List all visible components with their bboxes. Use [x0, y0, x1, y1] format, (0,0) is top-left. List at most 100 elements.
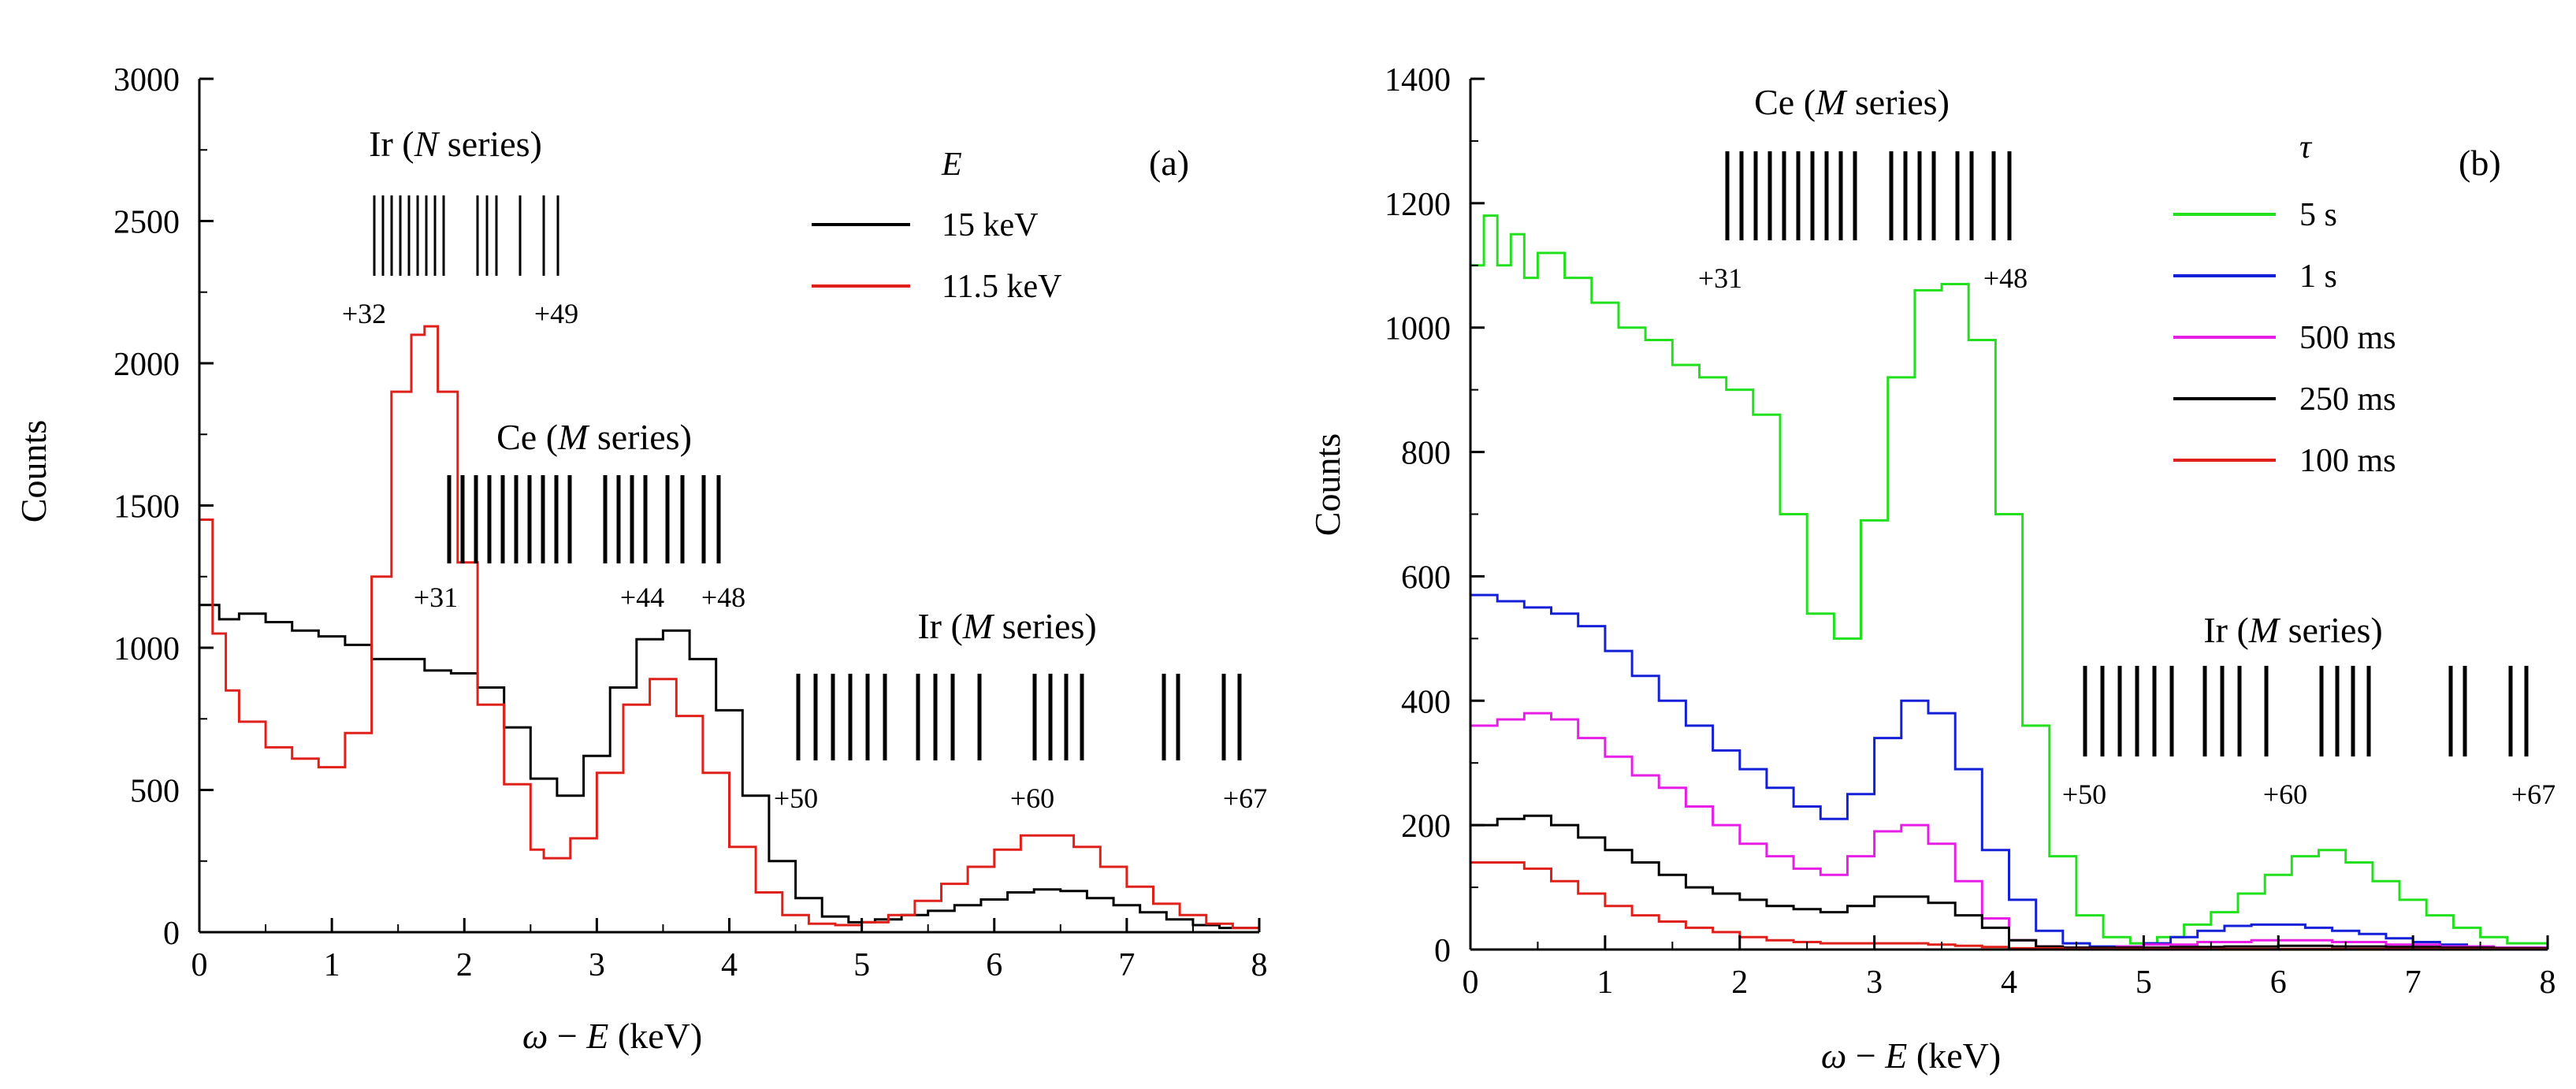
- annot-b-ce-m-italic: M: [1815, 82, 1848, 122]
- xlabel-b-e: E: [1884, 1035, 1907, 1076]
- annot-a-ir-n-ticks: [374, 195, 558, 276]
- xlabel-b-unit: (keV): [1907, 1035, 2001, 1076]
- annot-a-ir-n-end: +49: [534, 298, 578, 329]
- annot-b-ce-m-part1: Ce (: [1754, 82, 1816, 122]
- y-tick-label-a: 1500: [113, 489, 180, 526]
- y-tick-label-a: 1000: [113, 631, 180, 667]
- xlabel-b-minus: −: [1846, 1035, 1885, 1076]
- x-tick-label-a: 1: [324, 947, 340, 983]
- annot-b-ir-m-end: +67: [2511, 779, 2556, 810]
- annot-a-ce-m-italic: M: [557, 417, 590, 457]
- legend-b-label-5s: 5 s: [2299, 197, 2337, 233]
- annot-a-ir-n-italic: N: [414, 124, 440, 164]
- annot-a-ir-n-part2: series): [438, 124, 542, 164]
- panel-a: 0 1 2 3 4 5 6 7 8 0 500 1000 1500 2000 2500 3000 Counts…: [13, 62, 1268, 1056]
- legend-b-label-500ms: 500 ms: [2299, 320, 2396, 356]
- legend-b-label-100ms: 100 ms: [2299, 443, 2396, 479]
- xlabel-b: ω − E (keV): [1821, 1035, 2001, 1076]
- x-tick-label-b: 1: [1597, 964, 1613, 1001]
- x-tick-label-b: 3: [1866, 964, 1883, 1001]
- annot-b-ce-m-title: Ce (M series): [1754, 82, 1950, 122]
- xlabel-a-unit: (keV): [608, 1016, 702, 1056]
- legend-b-label-250ms: 250 ms: [2299, 381, 2396, 418]
- plot-area-a: 0 1 2 3 4 5 6 7 8 0 500 1000 1500 2000 2500 3000: [113, 62, 1268, 983]
- y-tick-label-b: 0: [1434, 933, 1451, 969]
- y-tick-label-a: 2000: [113, 347, 180, 383]
- x-tick-label-b: 4: [2001, 964, 2017, 1001]
- annot-a-ce-m-ticks: [449, 475, 719, 563]
- panel-label-b: (b): [2459, 143, 2501, 183]
- annot-b-ir-m-start: +50: [2062, 779, 2106, 810]
- x-tick-label-a: 7: [1118, 947, 1135, 983]
- annot-a-ir-n-start: +32: [342, 298, 386, 329]
- annot-b-ce-m-part2: series): [1846, 82, 1950, 122]
- x-tick-label-a: 8: [1251, 947, 1268, 983]
- annot-a-ir-m-title: Ir (M series): [917, 606, 1096, 646]
- annot-a-ir-n-part1: Ir (: [369, 124, 414, 164]
- y-tick-label-a: 500: [130, 774, 180, 810]
- legend-a-label-11kev: 11.5 keV: [942, 269, 1061, 305]
- annot-a-ir-m-part2: series): [993, 606, 1097, 646]
- x-tick-label-a: 4: [721, 947, 738, 983]
- annot-a-ir-m-italic: M: [962, 606, 995, 646]
- annot-a-ir-m-mid: +60: [1010, 782, 1054, 814]
- figure: 0 1 2 3 4 5 6 7 8050010001500200025003000 Counts…: [0, 0, 2576, 1089]
- annot-a-ce-m-end: +48: [701, 582, 745, 613]
- y-tick-label-a: 3000: [113, 62, 180, 98]
- x-tick-label-b: 8: [2540, 964, 2556, 1001]
- panel-b: 0 1 2 3 4 5 6 7 8 0 200 400 600 800 1000 1200 1400 Count…: [1307, 62, 2556, 1076]
- y-tick-label-b: 800: [1401, 436, 1451, 472]
- xlabel-b-omega: ω: [1821, 1035, 1846, 1076]
- x-tick-label-a: 6: [986, 947, 1002, 983]
- y-tick-label-b: 1200: [1385, 187, 1451, 223]
- annot-b-ir-m-ticks: [2085, 666, 2526, 756]
- y-tick-label-a: 2500: [113, 205, 180, 241]
- legend-b: τ 5 s 1 s 500 ms 250 ms 100 ms: [2173, 129, 2396, 479]
- legend-a-title: E: [941, 147, 962, 183]
- y-tick-label-b: 1400: [1385, 62, 1451, 98]
- annot-a-ce-m-part1: Ce (: [496, 417, 558, 457]
- panel-label-a: (a): [1149, 143, 1189, 183]
- y-tick-label-b: 200: [1401, 808, 1451, 845]
- annot-b-ir-m-title: Ir (M series): [2203, 610, 2382, 650]
- xlabel-a-minus: −: [548, 1016, 586, 1056]
- annot-a-ir-m-end: +67: [1223, 782, 1267, 814]
- annot-a-ir-m-ticks: [798, 674, 1240, 760]
- x-tick-label-a: 0: [191, 947, 208, 983]
- annot-a-ir-m-start: +50: [774, 782, 818, 814]
- annot-b-ir-m-part1: Ir (: [2203, 610, 2248, 650]
- x-tick-label-b: 5: [2136, 964, 2152, 1001]
- annot-b-ce-m-ticks: [1727, 151, 2009, 240]
- annot-b-ir-m-part2: series): [2279, 610, 2383, 650]
- legend-b-label-1s: 1 s: [2299, 258, 2337, 295]
- annot-a-ce-m-start: +31: [414, 582, 458, 613]
- legend-a: E 15 keV 11.5 keV: [812, 147, 1061, 305]
- annot-a-ce-m-part2: series): [588, 417, 692, 457]
- annot-a-ir-n-title: Ir (N series): [369, 124, 542, 164]
- x-tick-label-a: 3: [589, 947, 605, 983]
- x-tick-label-b: 2: [1731, 964, 1748, 1001]
- annot-a-ir-m-part1: Ir (: [917, 606, 962, 646]
- xlabel-a-omega: ω: [522, 1016, 548, 1056]
- legend-a-label-15kev: 15 keV: [942, 207, 1038, 243]
- xlabel-a-e: E: [585, 1016, 608, 1056]
- series-line-a-1: [199, 326, 1259, 931]
- y-tick-label-b: 600: [1401, 559, 1451, 596]
- legend-b-title: τ: [2299, 129, 2313, 165]
- x-tick-label-b: 6: [2270, 964, 2287, 1001]
- annot-a-ce-m-title: Ce (M series): [496, 417, 692, 457]
- series-line-a-0: [199, 605, 1259, 931]
- x-tick-label-b: 0: [1463, 964, 1479, 1001]
- y-tick-label-a: 0: [163, 916, 180, 952]
- y-tick-label-b: 400: [1401, 684, 1451, 720]
- x-tick-label-a: 2: [456, 947, 473, 983]
- annot-b-ce-m-end: +48: [1983, 262, 2028, 294]
- x-tick-label-b: 7: [2405, 964, 2422, 1001]
- ylabel-a: Counts: [13, 420, 54, 522]
- annot-b-ir-m-mid: +60: [2263, 779, 2307, 810]
- annot-b-ir-m-italic: M: [2248, 610, 2281, 650]
- annot-b-ce-m-start: +31: [1698, 262, 1742, 294]
- y-tick-label-b: 1000: [1385, 311, 1451, 348]
- annot-a-ce-m-mid: +44: [620, 582, 664, 613]
- ylabel-b: Counts: [1307, 433, 1347, 536]
